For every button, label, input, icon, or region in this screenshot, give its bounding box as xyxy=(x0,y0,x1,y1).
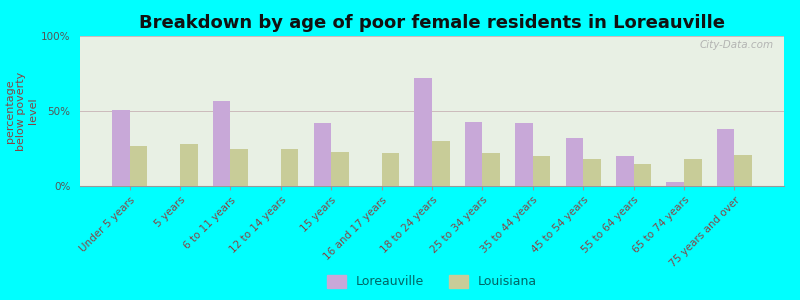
Legend: Loreauville, Louisiana: Loreauville, Louisiana xyxy=(327,275,537,288)
Bar xyxy=(213,100,230,186)
Bar xyxy=(112,110,130,186)
Bar xyxy=(666,182,684,186)
Bar xyxy=(583,159,601,186)
Bar xyxy=(533,156,550,186)
Bar xyxy=(314,123,331,186)
Title: Breakdown by age of poor female residents in Loreauville: Breakdown by age of poor female resident… xyxy=(139,14,725,32)
Bar xyxy=(616,156,634,186)
Bar xyxy=(281,148,298,186)
Bar xyxy=(414,78,432,186)
Bar xyxy=(432,141,450,186)
Bar xyxy=(331,152,349,186)
Bar xyxy=(382,153,399,186)
Bar xyxy=(634,164,651,186)
Bar xyxy=(130,146,147,186)
Bar xyxy=(230,148,248,186)
Bar xyxy=(566,138,583,186)
Bar xyxy=(180,144,198,186)
Text: City-Data.com: City-Data.com xyxy=(699,40,774,50)
Bar xyxy=(717,129,734,186)
Bar xyxy=(515,123,533,186)
Bar xyxy=(465,122,482,186)
Bar xyxy=(734,154,752,186)
Bar xyxy=(684,159,702,186)
Bar xyxy=(482,153,500,186)
Y-axis label: percentage
below poverty
level: percentage below poverty level xyxy=(5,71,38,151)
